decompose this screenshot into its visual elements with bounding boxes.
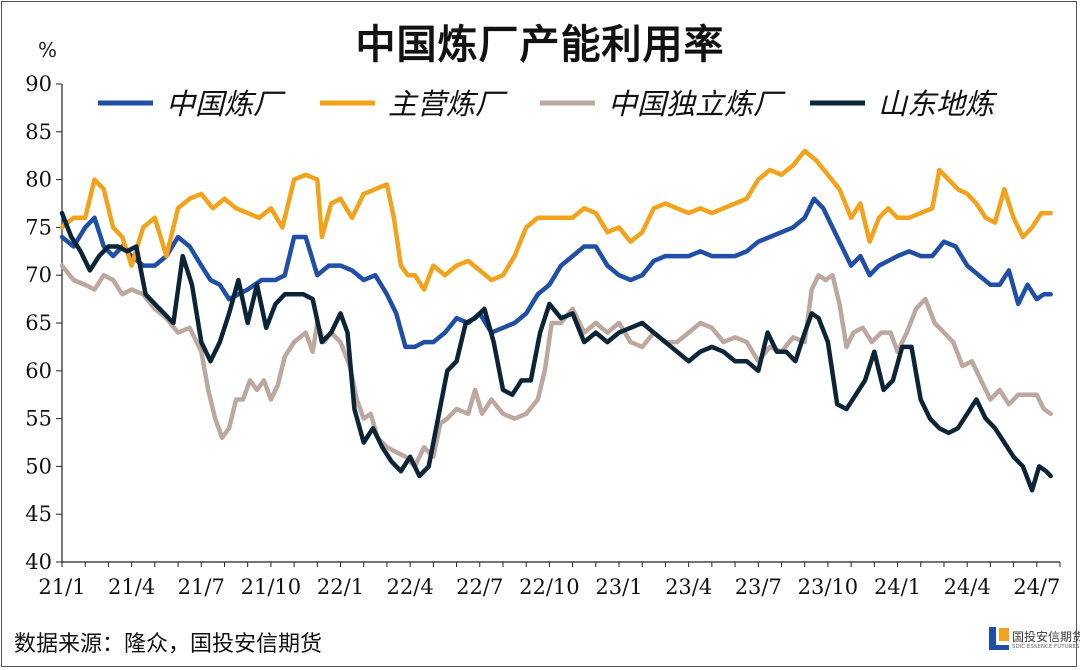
y-tick-label: 80 xyxy=(25,168,52,192)
y-tick-label: 65 xyxy=(25,311,52,335)
y-tick-label: 45 xyxy=(25,502,52,526)
data-source-note: 数据来源：隆众，国投安信期货 xyxy=(14,632,323,657)
y-tick-label: 70 xyxy=(25,263,52,287)
y-axis-unit: % xyxy=(38,38,58,62)
x-tick-label: 22/4 xyxy=(387,575,434,599)
x-tick-label: 23/10 xyxy=(798,575,859,599)
legend-label: 主营炼厂 xyxy=(388,87,508,121)
y-tick-label: 50 xyxy=(25,454,52,478)
x-tick-label: 22/7 xyxy=(456,575,503,599)
legend-label: 山东地炼 xyxy=(878,87,998,121)
x-tick-label: 21/4 xyxy=(108,575,155,599)
series-line-1 xyxy=(59,196,1053,350)
x-tick-label: 24/7 xyxy=(1013,575,1060,599)
y-tick-label: 90 xyxy=(25,72,52,96)
series-layer xyxy=(59,148,1053,493)
x-tick-label: 22/1 xyxy=(317,575,364,599)
x-tick-label: 23/4 xyxy=(665,575,712,599)
series-line-4 xyxy=(59,210,1053,493)
legend-label: 中国炼厂 xyxy=(166,87,286,121)
logo-text-cn: 国投安信期货 xyxy=(1012,630,1080,644)
chart-title: 中国炼厂产能利用率 xyxy=(355,22,725,68)
x-tick-label: 24/1 xyxy=(874,575,921,599)
series-line-2 xyxy=(59,148,1053,292)
y-tick-label: 85 xyxy=(25,120,52,144)
x-tick-label: 21/7 xyxy=(178,575,225,599)
x-tick-label: 22/10 xyxy=(519,575,580,599)
brand-logo: 国投安信期货 SDIC ESSENCE FUTURES xyxy=(986,622,1080,662)
axes: 40 45 50 55 60 65 70 75 80 85 90 21/1 21/4 21/7 21/10 2… xyxy=(25,72,1061,599)
x-tick-label: 23/7 xyxy=(735,575,782,599)
x-tick-label: 24/4 xyxy=(944,575,991,599)
logo-text-en: SDIC ESSENCE FUTURES xyxy=(1012,644,1080,650)
y-tick-label: 60 xyxy=(25,359,52,383)
y-tick-label: 40 xyxy=(25,550,52,574)
y-tick-label: 55 xyxy=(25,407,52,431)
series-line-3 xyxy=(59,263,1053,469)
x-tick-label: 21/10 xyxy=(241,575,302,599)
x-tick-label: 21/1 xyxy=(38,575,85,599)
legend-label: 中国独立炼厂 xyxy=(608,87,786,121)
logo-mark-icon xyxy=(989,627,1009,650)
legend: 中国炼厂 主营炼厂 中国独立炼厂 山东地炼 xyxy=(98,87,998,121)
x-tick-label: 23/1 xyxy=(595,575,642,599)
y-tick-label: 75 xyxy=(25,215,52,239)
